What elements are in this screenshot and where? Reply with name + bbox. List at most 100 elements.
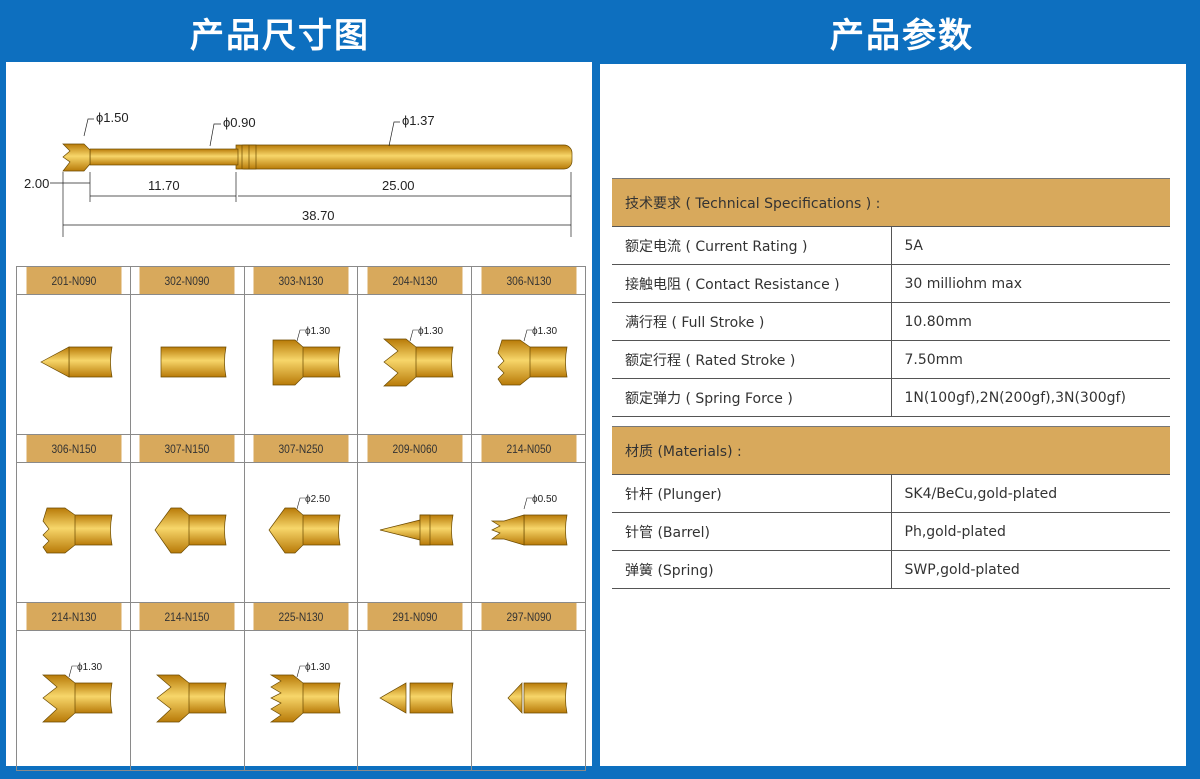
tip-flat-icon xyxy=(160,346,227,378)
tip-styles-grid: 201-N090 302-N090 303-N130 204-N130 306-N130… xyxy=(16,266,586,771)
spec-row: 额定行程 ( Rated Stroke ) 7.50mm xyxy=(612,340,1170,379)
barrel-diameter-label: ϕ1.37 xyxy=(402,113,435,128)
tip-dome-icon xyxy=(154,507,227,554)
tip-head xyxy=(268,507,303,554)
spec-value: SWP,gold-plated xyxy=(891,550,1170,589)
spec-value: SK4/BeCu,gold-plated xyxy=(891,474,1170,513)
spec-value: Ph,gold-plated xyxy=(891,512,1170,551)
tip-code: 303-N130 xyxy=(252,266,350,295)
spec-label: 接触电阻 ( Contact Resistance ) xyxy=(612,264,892,303)
materials-title: 材质 (Materials) : xyxy=(612,426,1170,475)
tip-shaft xyxy=(68,682,113,714)
tip-shaft xyxy=(296,514,341,546)
tip-illustration-cell: ϕ0.50 xyxy=(471,462,586,603)
tip-shaft xyxy=(296,346,341,378)
tip-needle-icon xyxy=(380,514,454,546)
spec-row: 弹簧 (Spring) SWP,gold-plated xyxy=(612,550,1170,589)
tip-head xyxy=(490,514,525,546)
parameters-panel: 技术要求 ( Technical Specifications ) : 额定电流… xyxy=(600,64,1186,766)
spec-row: 针管 (Barrel) Ph,gold-plated xyxy=(612,512,1170,551)
tip-illustration-cell xyxy=(357,462,473,603)
right-section-title: 产品参数 xyxy=(830,16,974,56)
spec-row: 针杆 (Plunger) SK4/BeCu,gold-plated xyxy=(612,474,1170,513)
tip-illustration-cell: ϕ1.30 xyxy=(471,294,586,435)
tip-head xyxy=(379,682,407,714)
tip-multicrown-icon: ϕ1.30 xyxy=(269,662,341,723)
tip-longcone-icon xyxy=(379,682,454,714)
tip-serrated-icon xyxy=(42,507,113,554)
spec-row: 额定电流 ( Current Rating ) 5A xyxy=(612,226,1170,265)
tip-code: 204-N130 xyxy=(366,266,464,295)
tip-diameter-label: ϕ1.30 xyxy=(77,662,103,673)
tip-shaft xyxy=(160,346,227,378)
barrel-length-label: 25.00 xyxy=(382,178,415,193)
tip-diameter-label: ϕ1.30 xyxy=(305,662,331,673)
tip-code: 209-N060 xyxy=(366,434,464,463)
tip-head xyxy=(383,338,417,387)
tip-illustration-cell xyxy=(357,630,473,771)
tip-diameter-label: ϕ1.30 xyxy=(418,326,444,337)
tip-code: 291-N090 xyxy=(366,602,464,631)
tip-shaft xyxy=(68,346,113,378)
tip-head xyxy=(155,674,190,723)
tip-illustration-cell xyxy=(129,462,245,603)
left-section-title: 产品尺寸图 xyxy=(190,16,370,56)
tip-head xyxy=(42,507,76,554)
tip-code: 306-N150 xyxy=(24,434,123,463)
tip-shaft xyxy=(410,682,454,714)
spec-value: 7.50mm xyxy=(891,340,1170,379)
tip-code: 307-N250 xyxy=(252,434,350,463)
tip-illustration-cell xyxy=(129,294,245,435)
tip-code: 214-N050 xyxy=(479,434,578,463)
pin-dimension-drawing: ϕ1.50 ϕ0.90 ϕ1.37 2.00 11.70 25.00 38.70 xyxy=(24,110,573,237)
tip-illustration-cell xyxy=(471,630,586,771)
tip-cone-icon xyxy=(40,346,113,378)
tip-code: 225-N130 xyxy=(252,602,350,631)
tip-illustration-cell: ϕ1.30 xyxy=(357,294,473,435)
tip-cup-icon: ϕ1.30 xyxy=(272,326,341,386)
tip-code: 201-N090 xyxy=(24,266,123,295)
tip-diameter-label: ϕ1.30 xyxy=(532,326,558,337)
plunger-diameter-label: ϕ0.90 xyxy=(223,115,256,130)
tip-diameter-label: ϕ1.50 xyxy=(96,110,129,125)
spec-label: 额定弹力 ( Spring Force ) xyxy=(612,378,892,417)
tip-head xyxy=(497,339,531,386)
tip-illustration-cell: ϕ1.30 xyxy=(243,294,359,435)
spec-value: 1N(100gf),2N(200gf),3N(300gf) xyxy=(891,378,1170,417)
spec-label: 额定行程 ( Rated Stroke ) xyxy=(612,340,892,379)
tip-code: 307-N150 xyxy=(138,434,236,463)
tip-diameter-label: ϕ1.30 xyxy=(305,326,331,337)
tip-shaft xyxy=(182,514,227,546)
tip-head xyxy=(269,674,303,723)
tip-head xyxy=(42,674,76,723)
tip-code: 214-N130 xyxy=(24,602,123,631)
tip-smallcrown-icon: ϕ0.50 xyxy=(490,494,568,546)
tip-shaft xyxy=(523,346,568,378)
spec-value: 30 milliohm max xyxy=(891,264,1170,303)
tip-crown-icon: ϕ1.30 xyxy=(383,326,454,387)
tip-shaft xyxy=(296,682,341,714)
spec-row: 满行程 ( Full Stroke ) 10.80mm xyxy=(612,302,1170,341)
technical-specs-title: 技术要求 ( Technical Specifications ) : xyxy=(612,178,1170,227)
spec-label: 满行程 ( Full Stroke ) xyxy=(612,302,892,341)
tip-shortcone-icon xyxy=(507,682,568,714)
spec-value: 5A xyxy=(891,226,1170,265)
tip-illustration-cell: ϕ1.30 xyxy=(243,630,359,771)
spec-label: 针杆 (Plunger) xyxy=(612,474,892,513)
tip-serrated-icon: ϕ1.30 xyxy=(497,326,568,386)
tip-code: 297-N090 xyxy=(479,602,578,631)
tip-shaft xyxy=(410,346,454,378)
tip-illustration-cell xyxy=(16,294,131,435)
tip-code: 302-N090 xyxy=(138,266,236,295)
tip-code: 306-N130 xyxy=(479,266,578,295)
tip-shaft xyxy=(182,682,227,714)
tip-illustration-cell xyxy=(16,462,131,603)
spec-label: 额定电流 ( Current Rating ) xyxy=(612,226,892,265)
spec-label: 针管 (Barrel) xyxy=(612,512,892,551)
tip-head xyxy=(40,346,70,378)
plunger-length-label: 11.70 xyxy=(148,178,180,193)
tip-head xyxy=(507,682,523,714)
tip-crown-icon xyxy=(155,674,227,723)
tip-head xyxy=(154,507,190,554)
spec-row: 接触电阻 ( Contact Resistance ) 30 milliohm m… xyxy=(612,264,1170,303)
